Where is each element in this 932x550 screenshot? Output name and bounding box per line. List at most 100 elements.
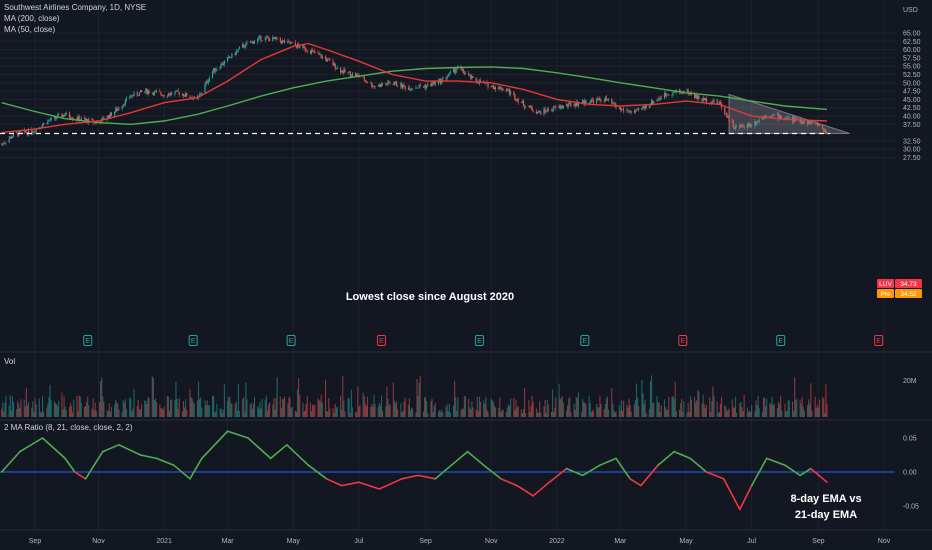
volume-bar [491, 400, 493, 417]
candle-body [350, 75, 352, 77]
candle-body [230, 57, 232, 59]
candle-body [261, 40, 263, 41]
volume-bar [117, 404, 119, 417]
candle-body [370, 82, 372, 84]
price-tag-badge-bg [877, 289, 894, 298]
candle-body [160, 92, 162, 95]
volume-bar [190, 397, 192, 417]
volume-bar [347, 397, 349, 417]
ratio-segment [307, 464, 328, 480]
candle-body [412, 88, 414, 90]
volume-bar [796, 398, 798, 417]
candle-body [565, 104, 568, 106]
candle-body [47, 120, 49, 124]
volume-bar [621, 410, 624, 417]
volume-bar [298, 378, 300, 417]
volume-bar [153, 400, 155, 417]
candle-body [131, 95, 133, 97]
volume-bar [439, 410, 441, 417]
ratio-segment [565, 467, 584, 477]
candle-body [349, 71, 351, 77]
volume-bar [630, 411, 632, 417]
candle-body [607, 98, 610, 100]
volume-bar [299, 395, 301, 417]
volume-bar [546, 399, 548, 417]
volume-bar [517, 405, 519, 417]
ratio-segment [615, 457, 631, 480]
volume-bar [682, 411, 684, 417]
volume-bar [95, 411, 97, 417]
ma50-legend: MA (50, close) [4, 25, 56, 34]
candle-body [418, 85, 420, 88]
candle-body [796, 117, 798, 120]
volume-bar [440, 412, 442, 417]
volume-bar [476, 396, 478, 417]
ratio-segment [401, 474, 419, 480]
volume-bar [794, 377, 796, 417]
candle-body [318, 53, 320, 55]
volume-bar [454, 380, 456, 417]
candle-body [17, 132, 19, 136]
candle-body [434, 81, 436, 85]
volume-bar [234, 403, 236, 417]
candle-body [243, 44, 245, 48]
volume-bar [555, 397, 557, 417]
candle-body [506, 90, 508, 91]
candle-body [86, 119, 88, 120]
candle-body [145, 88, 147, 92]
earnings-marker-label: E [583, 338, 588, 345]
volume-bar [196, 400, 199, 417]
candle-body [324, 56, 327, 59]
volume-bar [79, 396, 81, 417]
volume-bar [266, 410, 268, 417]
candle-body [417, 87, 419, 89]
candle-body [807, 120, 809, 125]
volume-bar [86, 402, 88, 417]
volume-bar [102, 396, 104, 417]
volume-bar [207, 405, 209, 417]
volume-bar [643, 403, 645, 417]
volume-bar [475, 410, 477, 417]
candle-body [507, 89, 510, 91]
volume-bar [336, 406, 338, 417]
volume-bar [513, 398, 515, 417]
candle-body [251, 41, 253, 42]
candle-body [371, 82, 373, 87]
candle-body [152, 92, 154, 96]
ratio-segment [325, 477, 343, 487]
volume-bar [461, 408, 463, 417]
volume-bar [154, 398, 157, 417]
volume-bar [486, 409, 488, 417]
candle-body [583, 100, 585, 105]
volume-bar [716, 401, 718, 417]
candle-body [657, 98, 659, 101]
volume-bar [671, 397, 673, 417]
candle-body [638, 108, 640, 111]
volume-bar [34, 397, 36, 417]
candle-body [168, 93, 171, 96]
volume-bar [734, 396, 737, 417]
ratio-segment [101, 443, 120, 453]
candle-body [372, 86, 374, 88]
ratio-tick-label: 0.05 [903, 436, 917, 443]
candle-body [34, 131, 36, 133]
volume-bar [219, 408, 221, 417]
volume-bar [341, 409, 343, 417]
volume-bar [200, 397, 202, 417]
candle-body [379, 84, 382, 87]
volume-bar [356, 412, 358, 417]
volume-bar [8, 405, 10, 417]
candle-body [257, 38, 259, 42]
candle-body [394, 81, 397, 84]
descending-triangle-pattern [728, 93, 850, 134]
price-tag-badge-bg [877, 279, 894, 288]
candle-body [686, 89, 688, 92]
candle-body [118, 108, 120, 110]
volume-bar [244, 412, 246, 417]
volume-bar [618, 405, 620, 417]
volume-bar [168, 410, 171, 417]
candle-body [600, 99, 602, 102]
candle-body [510, 91, 512, 95]
